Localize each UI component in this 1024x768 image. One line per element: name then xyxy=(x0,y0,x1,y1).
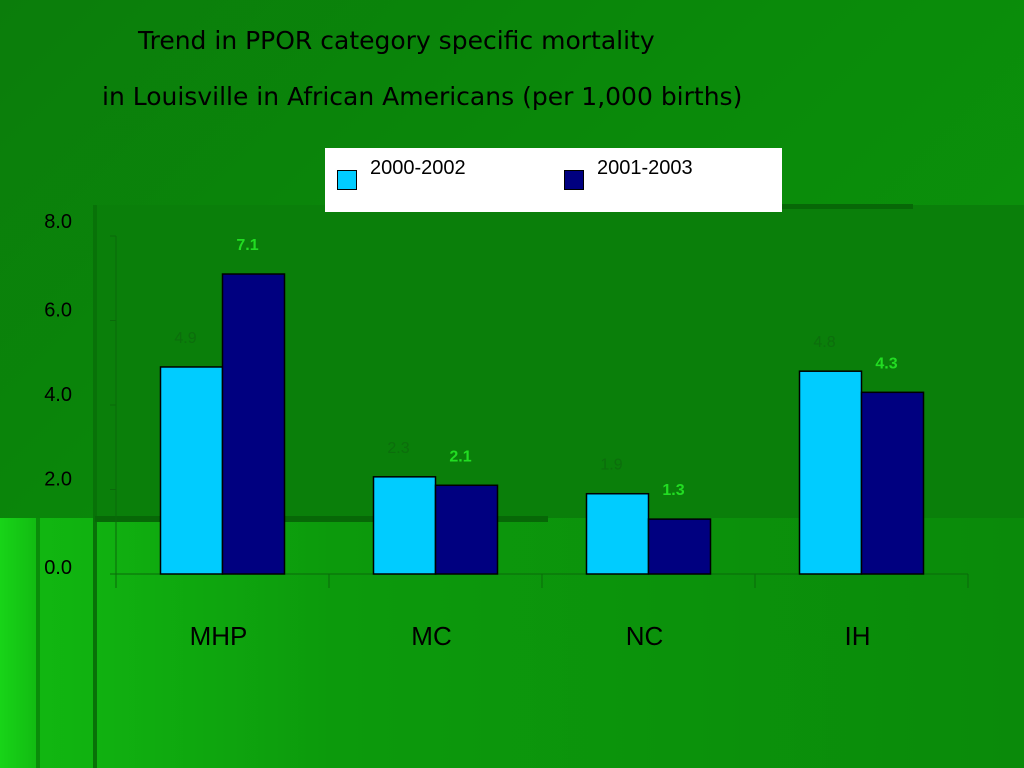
y-tick-label: 4.0 xyxy=(44,384,72,406)
legend-swatch-2001-2003 xyxy=(564,170,584,190)
category-label-mc: MC xyxy=(411,621,451,651)
bar-nc-2001-2003 xyxy=(647,518,712,575)
panel-edge-left xyxy=(93,205,97,768)
chart-title-line2: in Louisville in African Americans (per … xyxy=(102,82,743,111)
data-label-ih-2001-2003: 4.3 xyxy=(875,355,897,372)
bar-nc-2000-2002 xyxy=(585,492,650,575)
category-label-nc: NC xyxy=(626,621,664,651)
legend-label-2000-2002: 2000-2002 xyxy=(370,156,466,179)
bar-mc-2001-2003 xyxy=(434,484,499,575)
y-tick-label: 0.0 xyxy=(44,557,72,579)
bar-ih-2001-2003 xyxy=(860,391,925,575)
chart-legend: 2000-2002 2001-2003 xyxy=(325,148,782,212)
legend-swatch-2000-2002 xyxy=(337,170,357,190)
shadow-stripe xyxy=(95,516,548,522)
bar-mhp-2000-2002 xyxy=(159,366,224,575)
legend-item-2001-2003: 2001-2003 xyxy=(564,156,693,190)
data-label-nc-2001-2003: 1.3 xyxy=(662,482,684,499)
data-label-mhp-2000-2002: 4.9 xyxy=(174,330,196,347)
bar-mhp-2001-2003 xyxy=(221,273,286,575)
legend-label-2001-2003: 2001-2003 xyxy=(597,156,693,179)
bar-mc-2000-2002 xyxy=(372,476,437,575)
shadow-stripe-top xyxy=(780,204,913,209)
y-tick-label: 8.0 xyxy=(44,211,72,233)
data-label-mc-2000-2002: 2.3 xyxy=(387,440,409,457)
data-label-mhp-2001-2003: 7.1 xyxy=(236,237,258,254)
category-label-ih: IH xyxy=(845,621,871,651)
data-label-mc-2001-2003: 2.1 xyxy=(449,448,471,465)
chart-title-line1: Trend in PPOR category specific mortalit… xyxy=(138,26,655,55)
lower-left-panel xyxy=(0,518,36,768)
data-label-nc-2000-2002: 1.9 xyxy=(600,457,622,474)
panel-edge-lower xyxy=(36,518,40,768)
y-tick-label: 6.0 xyxy=(44,300,72,322)
bar-ih-2000-2002 xyxy=(798,370,863,575)
legend-item-2000-2002: 2000-2002 xyxy=(337,156,466,190)
category-label-mhp: MHP xyxy=(190,621,248,651)
data-label-ih-2000-2002: 4.8 xyxy=(813,334,835,351)
y-tick-label: 2.0 xyxy=(44,469,72,491)
